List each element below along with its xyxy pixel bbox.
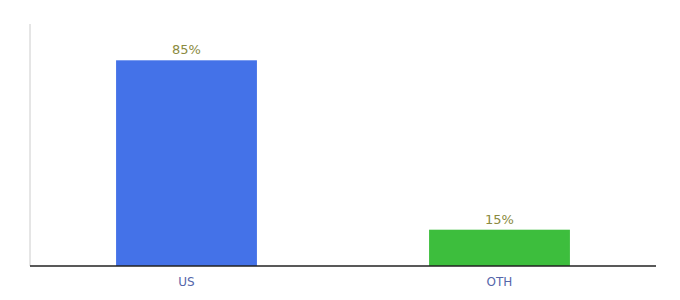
bar bbox=[116, 60, 257, 266]
data-label: 85% bbox=[172, 42, 201, 57]
data-label: 15% bbox=[485, 212, 514, 227]
y-axis-line bbox=[30, 24, 31, 266]
bar bbox=[429, 230, 570, 266]
chart-container: 85% US 15% OTH bbox=[0, 0, 680, 300]
x-axis-line bbox=[30, 265, 656, 267]
x-tick-label: OTH bbox=[487, 275, 513, 289]
chart: 85% US 15% OTH bbox=[0, 0, 680, 300]
x-tick-label: US bbox=[178, 275, 194, 289]
bars bbox=[116, 60, 570, 266]
